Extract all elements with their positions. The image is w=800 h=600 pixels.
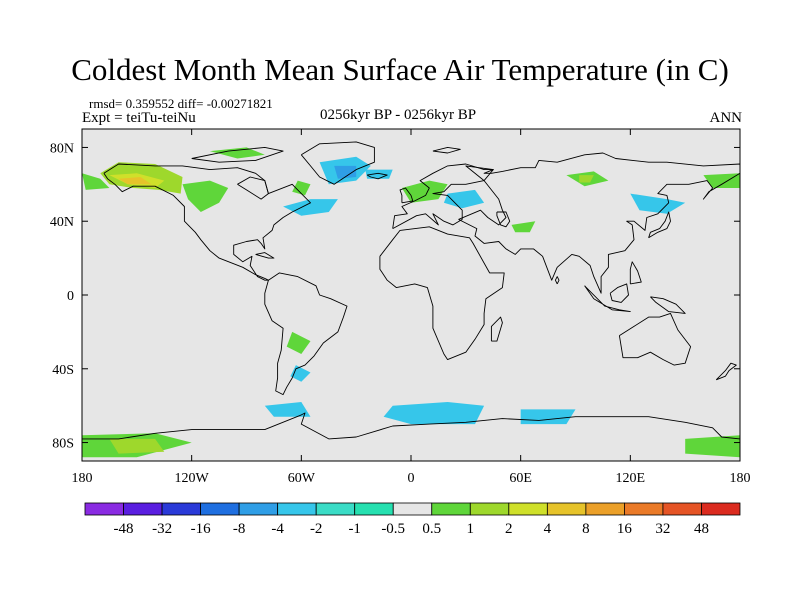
y-tick-label: 80N xyxy=(50,141,74,156)
coastline-borneo xyxy=(609,283,629,303)
colorbar-swatch xyxy=(277,502,317,516)
colorbar-label: -48 xyxy=(114,521,134,537)
anomaly-arctic-islands-warm xyxy=(209,147,265,159)
coastline-sri-lanka xyxy=(554,276,560,285)
period-label: 0256kyr BP - 0256kyr BP xyxy=(320,107,477,123)
colorbar-label: 2 xyxy=(505,521,513,537)
anomaly-scandinavia-warm xyxy=(401,180,448,203)
anomaly-patagonia-warm xyxy=(286,331,311,354)
colorbar-label: 8 xyxy=(582,521,590,537)
colorbar-label: -2 xyxy=(310,521,323,537)
colorbar-label: -1 xyxy=(348,521,361,537)
anomaly-far-east-cool xyxy=(630,193,686,214)
coastline-arctic-archipelago xyxy=(191,146,284,163)
colorbar-swatch xyxy=(469,502,510,516)
y-tick-label: 40S xyxy=(52,363,74,378)
coastline-south-america xyxy=(264,272,348,396)
coastline-greenland xyxy=(300,141,375,185)
y-tick-label: 40N xyxy=(50,215,74,230)
experiment-label: Expt = teiTu-teiNu xyxy=(82,110,196,126)
anomaly-kamchatka-warm xyxy=(703,173,740,188)
anomaly-southern-ocean-cool-b xyxy=(520,409,576,425)
colorbar-swatch xyxy=(123,502,163,516)
stats-text: rmsd= 0.359552 diff= -0.00271821 xyxy=(89,96,273,111)
coastline-philippines xyxy=(629,261,642,285)
colorbar-swatch xyxy=(701,502,741,516)
colorbar-swatch xyxy=(354,502,394,516)
y-axis: 80N 40N 0 40S 80S xyxy=(50,141,740,452)
y-tick-label: 0 xyxy=(67,289,74,304)
coastline-great-britain xyxy=(399,187,414,204)
y-tick-label: 80S xyxy=(52,437,74,452)
colorbar-swatch xyxy=(84,502,124,516)
colorbar-swatch xyxy=(508,502,548,516)
coastline-africa xyxy=(379,226,505,361)
anomaly-europe-cool xyxy=(443,189,485,209)
anomaly-caspian-warm xyxy=(511,221,536,233)
coastline-japan xyxy=(648,211,671,239)
coastline-indonesia xyxy=(584,285,631,313)
x-tick-label: 60W xyxy=(288,471,316,486)
coastline-layer xyxy=(82,141,741,440)
colorbar-label: -8 xyxy=(233,521,246,537)
colorbar-label: 1 xyxy=(467,521,475,537)
x-axis: 180 120W 60W 0 60E 120E 180 xyxy=(72,129,751,486)
colorbar-label: -16 xyxy=(191,521,211,537)
coastline-new-zealand xyxy=(715,362,737,381)
anomaly-antarctica-warm-core xyxy=(109,438,165,454)
colorbar-label: -32 xyxy=(152,521,172,537)
anomaly-antarctica-east-warm xyxy=(685,435,740,458)
anomaly-north-atlantic-cool xyxy=(283,199,338,216)
colorbar-swatch xyxy=(200,502,240,516)
coastline-new-guinea xyxy=(650,296,686,314)
colorbar-label: 32 xyxy=(655,521,670,537)
plot-area xyxy=(81,128,741,462)
coastline-madagascar xyxy=(490,316,503,342)
colorbar-swatch xyxy=(546,502,587,516)
anomaly-southern-ocean-cool-a xyxy=(383,402,485,425)
anomaly-chukchi-warm xyxy=(82,173,110,190)
coastline-cuba xyxy=(255,252,275,259)
x-tick-label: 60E xyxy=(509,471,532,486)
coastline-hudson-bay xyxy=(237,176,269,200)
colorbar-label: -4 xyxy=(271,521,284,537)
colorbar-swatch xyxy=(392,502,433,516)
coastline-iceland xyxy=(366,172,388,180)
x-tick-label: 0 xyxy=(408,471,415,486)
anomaly-alaska-strong xyxy=(118,177,152,185)
map-title: Coldest Month Mean Surface Air Temperatu… xyxy=(71,52,729,87)
colorbar: -48 -32 -16 -8 -4 -2 -1 -0.5 0.5 1 2 4 8 16 32 48 xyxy=(84,502,741,537)
anomaly-labrador-warm xyxy=(292,180,311,196)
x-tick-label: 180 xyxy=(730,471,751,486)
colorbar-swatch xyxy=(662,502,702,516)
anomaly-southern-ocean-cool-c xyxy=(264,402,311,417)
anomaly-canada-warm xyxy=(182,180,229,212)
anomaly-siberia-warm-center xyxy=(579,175,594,183)
coastline-caspian-sea xyxy=(496,211,511,228)
colorbar-label: 16 xyxy=(617,521,633,537)
colorbar-swatch xyxy=(624,502,664,516)
x-tick-label: 180 xyxy=(72,471,93,486)
x-tick-label: 120E xyxy=(616,471,646,486)
anomaly-greenland-cool-core xyxy=(334,165,357,179)
anomaly-iceland-cool xyxy=(365,169,393,179)
anomaly-layer xyxy=(82,147,740,458)
coastline-europe xyxy=(392,163,494,229)
colorbar-swatch xyxy=(161,502,201,516)
coastline-svalbard xyxy=(432,146,461,154)
colorbar-label: 4 xyxy=(544,521,552,537)
coastline-antarctica xyxy=(82,412,741,440)
colorbar-label: 0.5 xyxy=(422,521,441,537)
colorbar-swatch xyxy=(585,502,625,516)
coastline-asia xyxy=(458,152,741,294)
coastline-australia xyxy=(618,312,692,366)
colorbar-swatch xyxy=(238,502,279,516)
colorbar-label: 48 xyxy=(694,521,709,537)
x-tick-label: 120W xyxy=(175,471,210,486)
colorbar-swatch xyxy=(315,502,356,516)
colorbar-swatch xyxy=(431,502,471,516)
colorbar-label: -0.5 xyxy=(381,521,405,537)
season-label: ANN xyxy=(709,110,743,126)
